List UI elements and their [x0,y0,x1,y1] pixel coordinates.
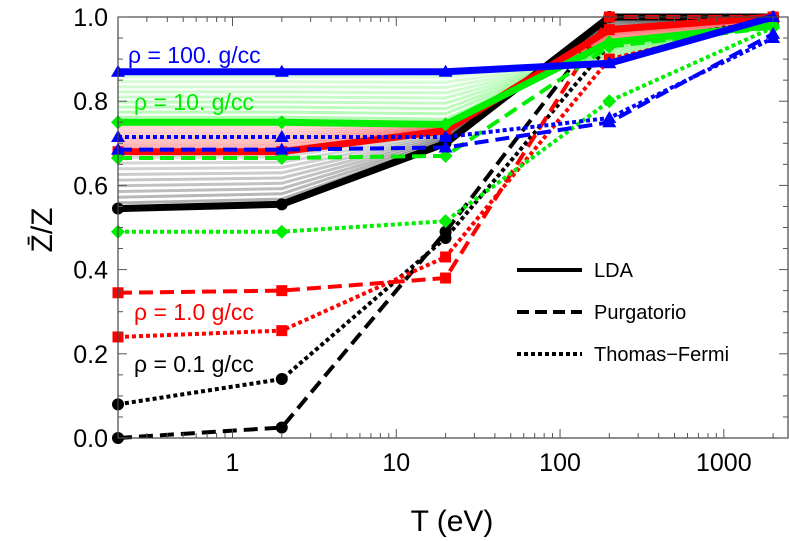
y-tick-label: 0.8 [73,88,108,116]
data-point [440,272,452,284]
data-point [602,56,617,69]
y-tick-label: 0.0 [73,425,108,453]
data-point [275,373,288,386]
density-annotations: ρ = 100. g/cc ρ = 10. g/cc ρ = 1.0 g/cc … [128,42,261,377]
annotation-rho-1: ρ = 1.0 g/cc [134,299,254,325]
y-tick-label: 1.0 [73,4,108,32]
legend-label-purgatorio: Purgatorio [594,302,686,324]
legend-label-lda: LDA [594,260,634,282]
y-tick-label: 0.6 [73,172,108,200]
data-point [438,129,453,142]
data-point [603,24,615,36]
data-point [766,31,781,44]
x-tick-label: 100 [539,449,581,477]
data-point [276,325,288,337]
data-point [438,214,453,229]
data-point [602,94,617,109]
series-line-thomas-fermi-rho-100. [118,36,774,139]
y-tick-label: 0.2 [73,341,108,369]
series-line-thomas-fermi-rho-10. [118,25,774,234]
y-tick-label: 0.4 [73,257,108,285]
annotation-rho-10: ρ = 10. g/cc [134,89,254,115]
x-tick-label: 1 [226,449,240,477]
data-point [274,142,289,155]
fan-curve [118,19,774,100]
data-point [274,115,289,130]
data-point [274,129,289,142]
x-axis-title: T (eV) [411,505,494,538]
series-layer [111,10,781,444]
data-point [440,251,452,263]
annotation-rho-100: ρ = 100. g/cc [128,42,261,68]
data-point [438,140,453,153]
data-point [274,64,289,77]
data-point [438,64,453,77]
data-point [274,224,289,239]
legend: LDA Purgatorio Thomas−Fermi [517,260,729,366]
data-point [602,111,617,124]
data-point [275,421,288,434]
data-point [275,198,288,211]
data-point [439,232,452,245]
data-point [276,285,288,297]
annotation-rho-0-1: ρ = 0.1 g/cc [134,351,254,377]
data-point [438,117,453,132]
data-point [602,39,617,54]
x-tick-label: 10 [382,449,410,477]
legend-label-thomas-fermi: Thomas−Fermi [594,344,729,366]
fan-curve [118,18,774,95]
y-axis-title: Z̄/Z [26,208,59,253]
data-point [766,10,781,22]
x-tick-label: 1000 [696,449,752,477]
axis-ticks: 0.0 0.2 0.4 0.6 0.8 1.0 1 10 100 1000 [73,4,788,477]
